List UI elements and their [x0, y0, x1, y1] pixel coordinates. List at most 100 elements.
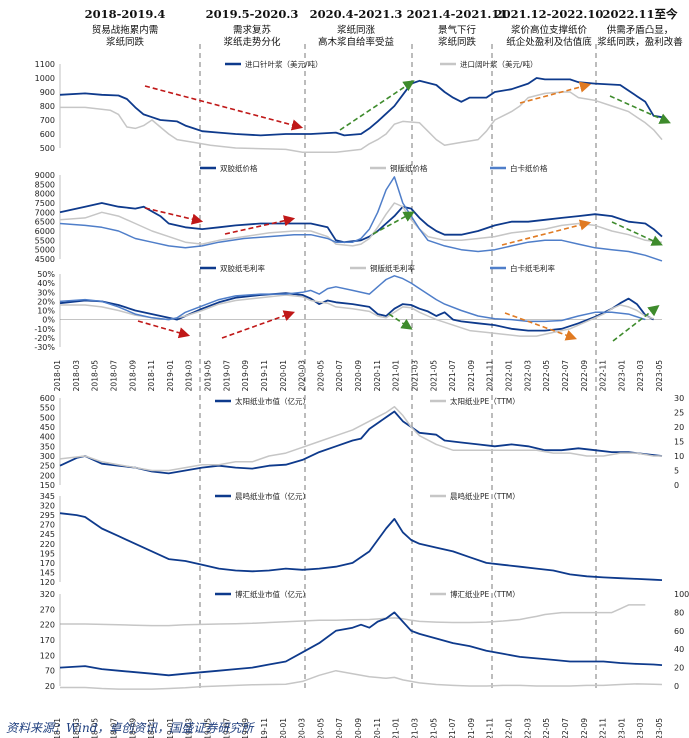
x-tick-label: 2020-09 — [354, 718, 363, 738]
y2-tick-label: 60 — [674, 627, 684, 636]
series-line-0-0 — [59, 77, 663, 137]
x-tick-label: 2018-07 — [109, 360, 118, 392]
y-tick-label: 170 — [40, 559, 55, 568]
x-tick-label: 2019-11 — [260, 360, 269, 392]
x-tick-label: 2021-09 — [467, 718, 476, 738]
phase-period-1: 2019.5-2020.3 — [206, 7, 299, 21]
trend-arrows — [137, 80, 671, 342]
x-tick-label: 2021-11 — [486, 360, 495, 392]
x-tick-label: 2022-01 — [505, 718, 514, 738]
panel-bohui-paper: 20 70 120 170 220 270 320 0 20 40 60 80 100 博汇纸业市值（亿元… — [40, 589, 689, 691]
y2-tick-label: 30 — [674, 394, 684, 403]
y-tick-label: 7000 — [35, 208, 55, 217]
x-tick-label: 2021-01 — [392, 360, 401, 392]
x-tick-label: 2023-01 — [617, 360, 626, 392]
series-line-3-0 — [59, 410, 663, 475]
panel-gross-margin: -30%-20%-10%0%10%20%30%40%50% 双胶纸毛利率 铜版纸毛利… — [34, 263, 662, 352]
x-tick-label: 2020-11 — [373, 360, 382, 392]
x-tick-label: 2018-03 — [72, 718, 81, 738]
y-tick-label: 120 — [40, 651, 55, 660]
y-tick-label: -10% — [34, 325, 55, 334]
x-tick-label: 2020-01 — [279, 718, 288, 738]
legend-label-4-1: 晨鸣纸业PE（TTM） — [450, 491, 520, 501]
y2-tick-label: 15 — [674, 438, 684, 447]
y-tick-label: 50% — [37, 270, 55, 279]
y-tick-label: 9000 — [35, 171, 55, 180]
x-tick-label: 2021-07 — [448, 718, 457, 738]
phase-desc-3-0: 景气下行 — [438, 24, 477, 36]
legend-label-5-0: 博汇纸业市值（亿元） — [235, 589, 310, 599]
y2-tick-label: 0 — [674, 481, 679, 490]
legend-label-0-1: 进口阔叶浆（美元/吨） — [460, 59, 538, 69]
y-tick-label: 4500 — [35, 255, 55, 264]
x-tick-label: 2021-01 — [392, 718, 401, 738]
y-tick-label: 195 — [40, 549, 55, 558]
trend-arrow-0 — [144, 85, 304, 131]
phase-desc-4-1: 纸企处盈利及估值底 — [506, 36, 592, 48]
y-tick-label: 5000 — [35, 246, 55, 255]
y-tick-label: 220 — [40, 540, 55, 549]
y-tick-label: 270 — [40, 521, 55, 530]
y-tick-label: 10% — [37, 307, 55, 316]
x-tick-label: 2022-09 — [580, 360, 589, 392]
x-tick-label: 2021-03 — [410, 718, 419, 738]
y-tick-label: 600 — [40, 130, 55, 139]
series-line-0-1 — [60, 91, 663, 153]
x-tick-label: 2019-11 — [260, 718, 269, 738]
x-tick-label: 2023-01 — [617, 718, 626, 738]
trend-arrow-6 — [372, 211, 415, 235]
y2-tick-label: 10 — [674, 452, 684, 461]
trend-arrow-12 — [504, 312, 578, 341]
trend-arrow-10 — [221, 310, 296, 339]
phase-desc-4-0: 浆价高位支撑纸价 — [511, 24, 588, 36]
series-line-5-0 — [59, 611, 663, 677]
y-tick-label: 0% — [42, 316, 55, 325]
x-tick-label: 2020-09 — [354, 360, 363, 392]
source-note: 资料来源：Wind，卓创资讯，国盛证券研究所 — [6, 721, 255, 735]
y-tick-label: 500 — [40, 413, 55, 422]
y-tick-label: 5500 — [35, 236, 55, 245]
y-tick-label: 245 — [40, 530, 55, 539]
x-tick-label: 2018-01 — [53, 360, 62, 392]
x-tick-label: 2018-09 — [128, 360, 137, 392]
x-tick-label: 2020-03 — [298, 718, 307, 738]
y-tick-label: 320 — [40, 502, 55, 511]
y-tick-label: 600 — [40, 394, 55, 403]
trend-arrow-5 — [224, 215, 296, 235]
y-tick-label: 20% — [37, 297, 55, 306]
x-tick-label: 2018-11 — [147, 360, 156, 392]
y-tick-label: 40% — [37, 279, 55, 288]
x-tick-label: 2022-09 — [580, 718, 589, 738]
y-tick-label: 20 — [45, 682, 55, 691]
y-tick-label: 1100 — [35, 60, 55, 69]
y-tick-label: 320 — [40, 590, 55, 599]
y-tick-label: 6000 — [35, 227, 55, 236]
series-line-1-1 — [59, 202, 663, 247]
x-tick-label: 2020-05 — [316, 360, 325, 392]
series-line-4-0 — [59, 512, 663, 581]
phase-period-5: 2022.11至今 — [602, 7, 678, 21]
trend-arrow-3 — [609, 95, 671, 124]
y-tick-label: -30% — [34, 343, 55, 352]
series-line-3-1 — [59, 405, 662, 472]
legend-label-2-2: 白卡纸毛利率 — [510, 263, 555, 273]
y-tick-label: 295 — [40, 511, 55, 520]
x-tick-label: 2022-03 — [523, 360, 532, 392]
trend-arrow-7 — [501, 219, 592, 246]
y-tick-label: 70 — [45, 667, 55, 676]
legend-label-1-0: 双胶纸价格 — [220, 163, 258, 173]
y-tick-label: 700 — [40, 116, 55, 125]
legend-label-2-0: 双胶纸毛利率 — [220, 263, 265, 273]
x-tick-label: 2023-03 — [636, 360, 645, 392]
legend-label-1-2: 白卡纸价格 — [510, 163, 548, 173]
phase-period-0: 2018-2019.4 — [85, 7, 166, 21]
panel-pulp-price: 500 600 700 800 900 1000 1100 进口针叶浆（美元/吨） 进口阔叶浆（… — [35, 59, 663, 153]
y2-tick-label: 80 — [674, 608, 684, 617]
legend-label-5-1: 博汇纸业PE（TTM） — [450, 589, 520, 599]
series-line-2-1 — [60, 294, 654, 337]
trend-arrow-11 — [388, 313, 413, 330]
x-tick-label: 2020-07 — [335, 718, 344, 738]
trend-arrow-1 — [339, 80, 415, 131]
